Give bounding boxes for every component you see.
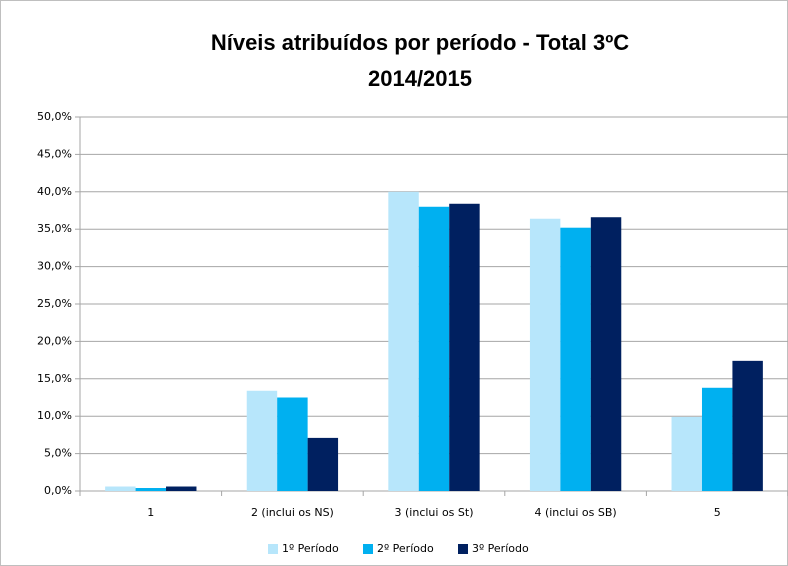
bar xyxy=(166,486,197,491)
y-tick-label: 5,0% xyxy=(44,447,72,460)
bar xyxy=(590,217,622,491)
chart-title: 2014/2015 xyxy=(368,66,472,91)
y-tick-label: 30,0% xyxy=(37,260,72,273)
y-tick-label: 25,0% xyxy=(37,297,72,310)
legend-swatch xyxy=(268,544,278,554)
bar xyxy=(388,191,419,492)
y-tick-label: 35,0% xyxy=(37,222,72,235)
y-tick-label: 20,0% xyxy=(37,334,72,347)
x-tick-label: 4 (inclui os SB) xyxy=(534,506,616,519)
bar xyxy=(671,416,702,491)
bar xyxy=(277,397,308,491)
legend-label: 1º Período xyxy=(282,542,339,555)
bar xyxy=(105,486,136,491)
x-tick-label: 5 xyxy=(714,506,721,519)
y-tick-label: 45,0% xyxy=(37,147,72,160)
legend-label: 2º Período xyxy=(377,542,434,555)
y-tick-label: 0,0% xyxy=(44,484,72,497)
bar xyxy=(701,387,733,491)
x-tick-label: 3 (inclui os St) xyxy=(395,506,474,519)
legend-swatch xyxy=(458,544,468,554)
bar xyxy=(529,218,561,491)
x-tick-label: 1 xyxy=(147,506,154,519)
bar xyxy=(135,488,167,491)
y-tick-label: 10,0% xyxy=(37,409,72,422)
bar xyxy=(246,390,278,491)
bar xyxy=(732,360,763,491)
y-tick-label: 40,0% xyxy=(37,185,72,198)
bar xyxy=(449,203,480,491)
bar xyxy=(418,206,450,491)
legend-swatch xyxy=(363,544,373,554)
chart-title: Níveis atribuídos por período - Total 3º… xyxy=(211,30,629,55)
legend-label: 3º Período xyxy=(472,542,529,555)
y-tick-label: 50,0% xyxy=(37,110,72,123)
bar xyxy=(560,227,591,492)
bar xyxy=(307,437,339,491)
x-tick-label: 2 (inclui os NS) xyxy=(251,506,334,519)
y-tick-label: 15,0% xyxy=(37,372,72,385)
